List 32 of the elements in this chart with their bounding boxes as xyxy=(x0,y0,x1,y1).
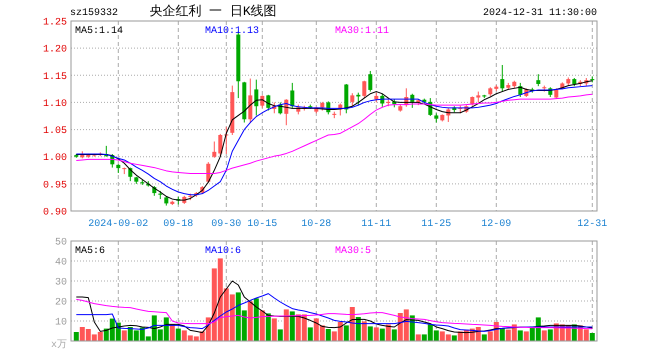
x-tick-label: 10-28 xyxy=(301,219,332,230)
y-tick-label: 1.15 xyxy=(42,72,67,83)
x-tick-label: 12-31 xyxy=(577,219,608,230)
y-tick-label: 30 xyxy=(54,278,67,288)
x-tick-label: 2024-09-02 xyxy=(88,219,148,230)
y-tick-label: 10 xyxy=(54,318,67,328)
x-tick-label: 09-30 xyxy=(211,219,242,230)
y-tick-label: 1.05 xyxy=(42,126,67,138)
y-tick-label: 1.25 xyxy=(42,18,67,28)
text: MA5:1.14 xyxy=(75,26,124,37)
y-tick-label: 1.20 xyxy=(42,44,67,56)
y-tick-label: 20 xyxy=(54,298,67,308)
text: MA5:6 xyxy=(75,246,106,257)
x-tick-label: 10-15 xyxy=(247,219,278,230)
y-axis-title: x万 xyxy=(50,339,67,351)
x-tick-label: 09-18 xyxy=(163,219,194,230)
y-tick-label: 50 xyxy=(54,238,67,248)
text: 2024-12-31 11:30:00 xyxy=(482,8,597,19)
y-tick-label: 0.90 xyxy=(42,208,67,218)
text: MA10:1.13 xyxy=(205,26,260,37)
y-tick-label: 1.10 xyxy=(42,98,67,110)
y-tick-label: 0.95 xyxy=(42,180,67,192)
text: sz159332 xyxy=(70,8,118,19)
text: MA30:5 xyxy=(335,246,372,257)
text: MA10:6 xyxy=(205,246,242,257)
y-tick-label: 1.00 xyxy=(42,153,67,164)
y-tick-label: 40 xyxy=(54,258,67,268)
x-tick-label: 11-11 xyxy=(361,219,392,230)
x-tick-label: 11-25 xyxy=(421,219,452,230)
x-tick-label: 12-09 xyxy=(481,219,512,230)
chart-title: 央企红利 一 日K线图 xyxy=(149,4,277,19)
text: MA30:1.11 xyxy=(335,26,390,37)
